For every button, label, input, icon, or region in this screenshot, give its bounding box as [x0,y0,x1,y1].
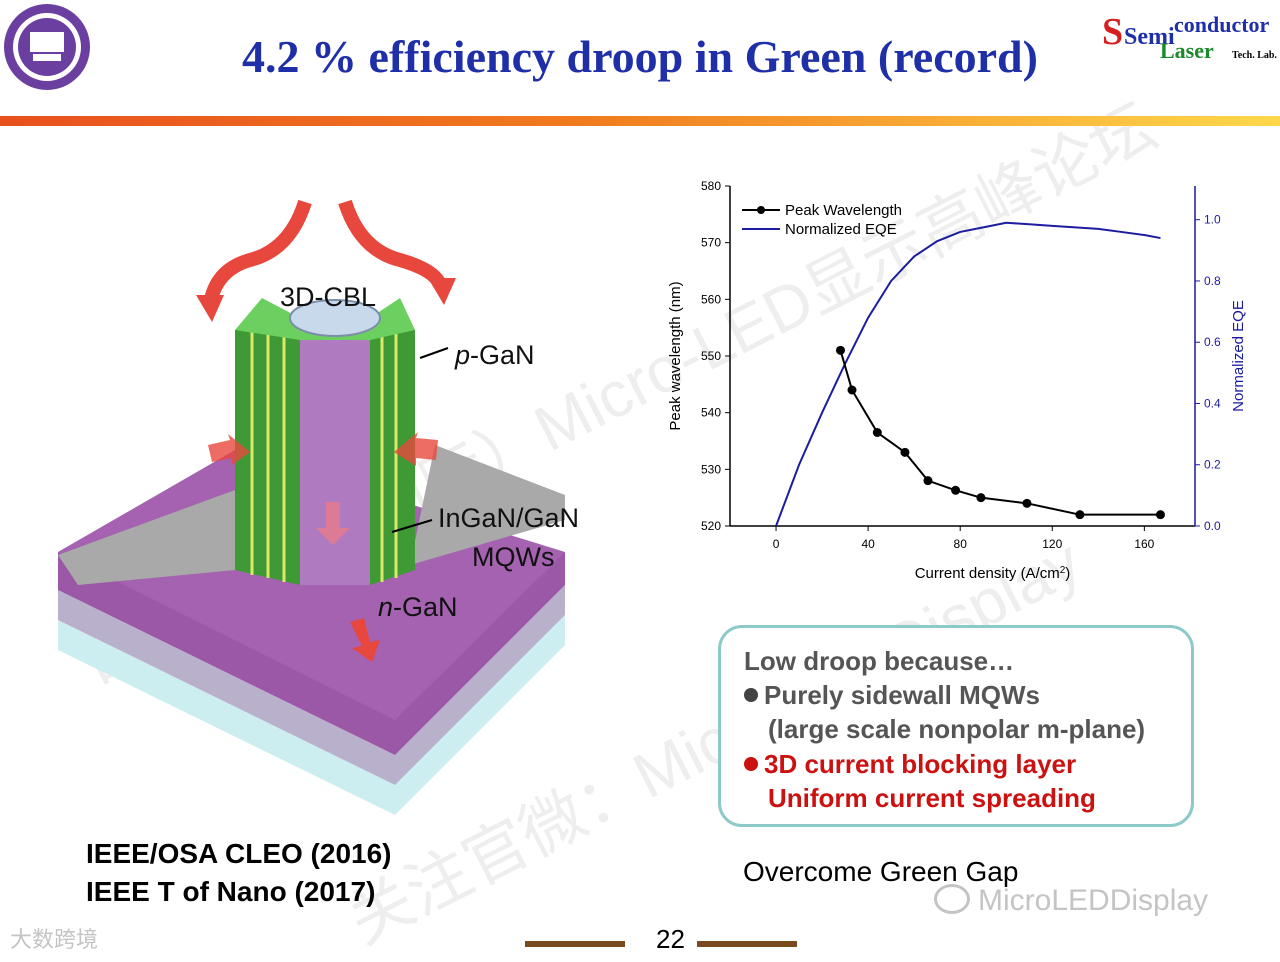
nanorod-led-diagram [58,199,565,815]
wechat-icon [934,884,970,914]
legend-eqe-label: Normalized EQE [785,221,897,238]
overcome-green-gap-text: Overcome Green Gap [743,856,1019,887]
label-3d-cbl: 3D-CBL [280,282,377,312]
y-tick-label: 550 [701,349,721,363]
x-tick-label: 40 [861,537,875,551]
reference-cleo: IEEE/OSA CLEO (2016) [86,838,392,869]
logo-conductor-text: conductor [1174,12,1270,37]
infobox-bullet-1-detail: (large scale nonpolar m-plane) [768,714,1146,744]
infobox-bullet-1: Purely sidewall MQWs [744,680,1040,711]
insulating-layer-left [58,490,235,585]
substrate-middle-layer [58,585,565,785]
infobox-bullet-2: 3D current blocking layer [744,749,1076,780]
x-tick-label: 120 [1042,537,1062,551]
x-axis-label: Current density (A/cm2) [915,565,1071,583]
logo-semi-text: Semi [1124,24,1175,50]
y-axis-label: Peak wavelength (nm) [667,281,684,430]
y2-tick-label: 0.8 [1204,274,1221,288]
bullet-dot-icon [744,688,758,702]
page-bar-left [525,941,625,947]
university-seal-logo [4,4,90,90]
x-tick-label: 160 [1134,537,1154,551]
y2-tick-label: 0.2 [1204,458,1221,472]
wavelength-series-line [839,350,1161,516]
droop-explanation-box: Low droop because… Purely sidewall MQWs … [718,625,1194,827]
y-tick-label: 540 [701,406,721,420]
bullet-dot-red-icon [744,757,758,771]
legend-wavelength-label: Peak Wavelength [785,202,902,219]
wavelength-point [976,493,986,503]
label-n-gan: n-GaN [378,592,458,622]
wavelength-point [951,485,961,495]
svg-text:S: S [1102,11,1123,53]
label-mqw-line2: MQWs [472,542,555,572]
watermark-bottom-left: 大数跨境 [10,927,99,952]
y2-tick-label: 0.6 [1204,335,1221,349]
logo-laser-text: Laser [1160,38,1214,63]
insulating-layer-right [410,445,565,565]
current-arrow-left [208,434,250,465]
wavelength-point [847,385,857,395]
y2-tick-label: 0.4 [1204,396,1221,410]
semiconductor-laser-lab-logo: S Semi conductor Laser Tech. Lab. [1102,11,1277,63]
header-gradient-bar [0,116,1280,126]
y2-tick-label: 1.0 [1204,213,1221,227]
substrate-layer [58,615,565,815]
y-tick-label: 570 [701,236,721,250]
legend-wavelength-marker [757,206,765,214]
wavelength-point [1155,510,1165,520]
x-tick-label: 80 [954,537,968,551]
current-arrow-down [350,618,380,662]
infobox-bullet-2-detail: Uniform current spreading [768,783,1096,813]
logo-techlab-text: Tech. Lab. [1232,50,1277,61]
y-tick-label: 520 [701,519,721,533]
wavelength-point [1022,498,1032,508]
y-tick-label: 580 [701,179,721,193]
wavelength-point [835,345,845,355]
watermark-brand: MicroLEDDisplay [934,884,1208,918]
reference-nano: IEEE T of Nano (2017) [86,876,376,907]
eqe-series-line [775,221,1161,527]
wavelength-point [900,447,910,457]
page-bar-right [697,941,797,947]
y2-tick-label: 0.0 [1204,519,1221,533]
current-arrow-center [316,502,350,545]
rod-core [300,325,370,585]
light-emission-arrow-right [428,278,456,305]
slide-title: 4.2 % efficiency droop in Green (record) [242,31,1038,82]
wavelength-point [923,476,933,486]
page-number: 22 [656,924,685,954]
current-arrow-right [394,432,438,466]
infobox-heading: Low droop because… [744,646,1015,676]
x-tick-label: 0 [773,537,780,551]
wavelength-point [1075,510,1085,520]
label-mqw-line1: InGaN/GaN [438,503,580,533]
wavelength-point [872,428,882,437]
y2-axis-label: Normalized EQE [1230,300,1247,412]
label-p-gan: p-GaN [455,340,535,370]
light-emission-arrow-left [196,295,224,322]
y-tick-label: 560 [701,292,721,306]
current-blocking-layer [289,299,381,337]
y-tick-label: 530 [701,462,721,476]
